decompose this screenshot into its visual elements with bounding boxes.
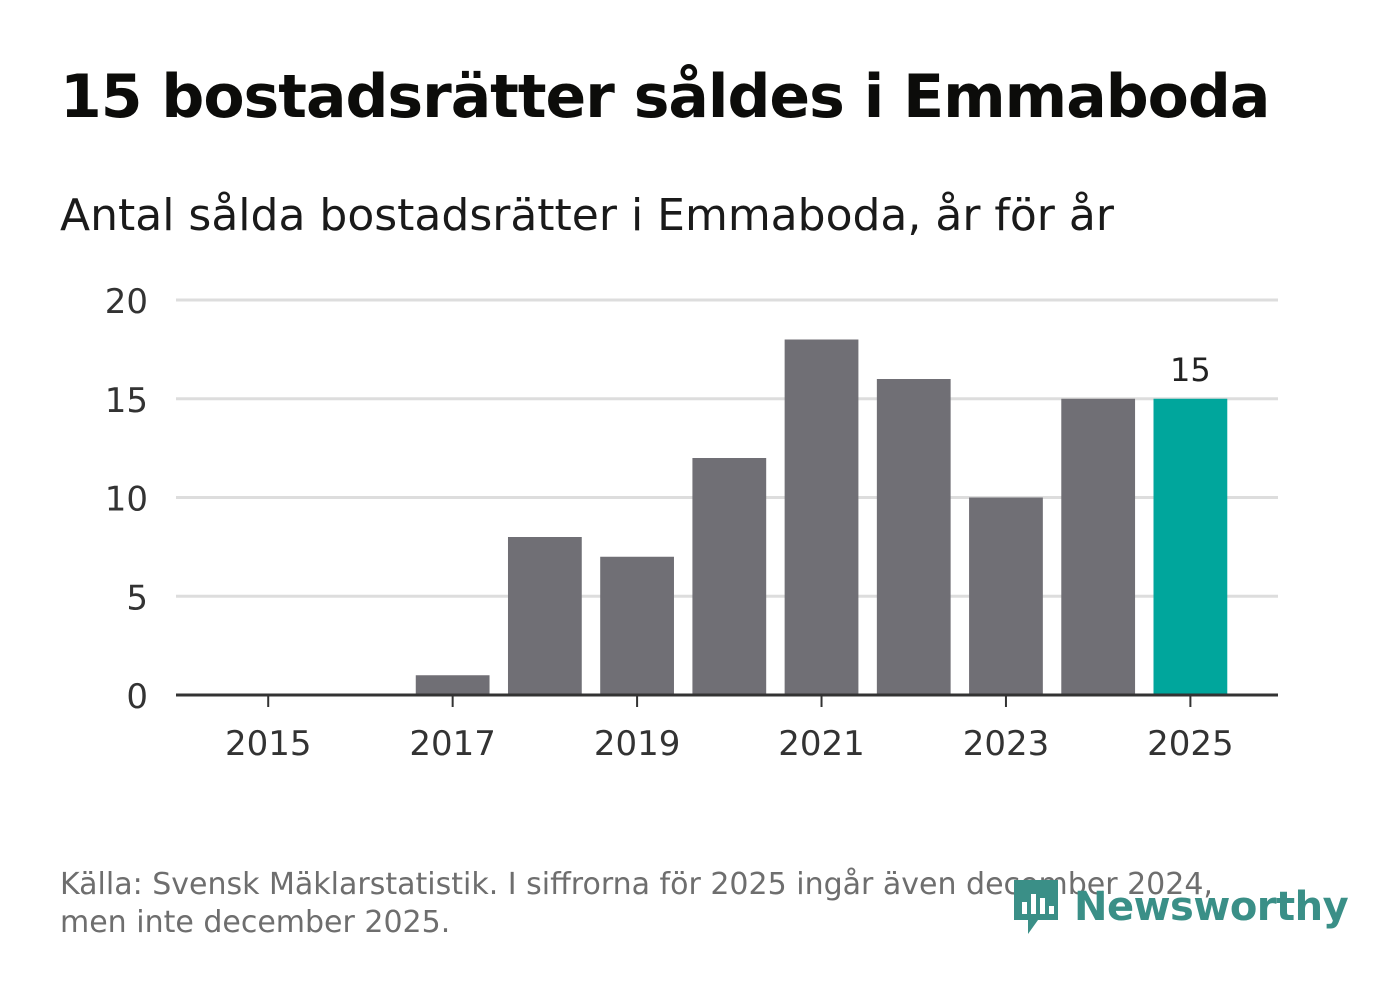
bar-2025 — [1153, 398, 1228, 695]
brand-name: Newsworthy — [1074, 884, 1349, 930]
newsworthy-logo: Newsworthy — [1010, 876, 1349, 938]
chart-subtitle: Antal sålda bostadsrätter i Emmaboda, år… — [60, 190, 1114, 241]
bar-2018 — [507, 537, 582, 695]
y-tick-label-0: 0 — [126, 677, 148, 717]
bar-2017 — [415, 675, 490, 695]
bar-2023 — [969, 497, 1043, 695]
x-tick-label-2019: 2019 — [594, 724, 681, 764]
y-tick-label-15: 15 — [105, 381, 148, 421]
bar-2021 — [784, 339, 859, 695]
y-tick-label-5: 5 — [126, 578, 148, 618]
data-label-2025: 15 — [1170, 351, 1211, 389]
x-tick-label-2021: 2021 — [778, 724, 865, 764]
x-tick-label-2023: 2023 — [963, 724, 1050, 764]
y-tick-label-10: 10 — [105, 480, 148, 520]
x-tick-label-2015: 2015 — [225, 724, 312, 764]
bar-2020 — [692, 458, 767, 695]
chart-title: 15 bostadsrätter såldes i Emmaboda — [60, 62, 1270, 132]
bar-2022 — [876, 379, 951, 695]
x-tick-label-2017: 2017 — [409, 724, 496, 764]
bar-2024 — [1061, 398, 1136, 695]
newsworthy-logo-icon — [1014, 880, 1058, 934]
source-line-2: men inte december 2025. — [60, 905, 451, 940]
bar-2019 — [600, 556, 674, 695]
y-tick-label-20: 20 — [105, 282, 148, 322]
x-tick-label-2025: 2025 — [1147, 724, 1234, 764]
